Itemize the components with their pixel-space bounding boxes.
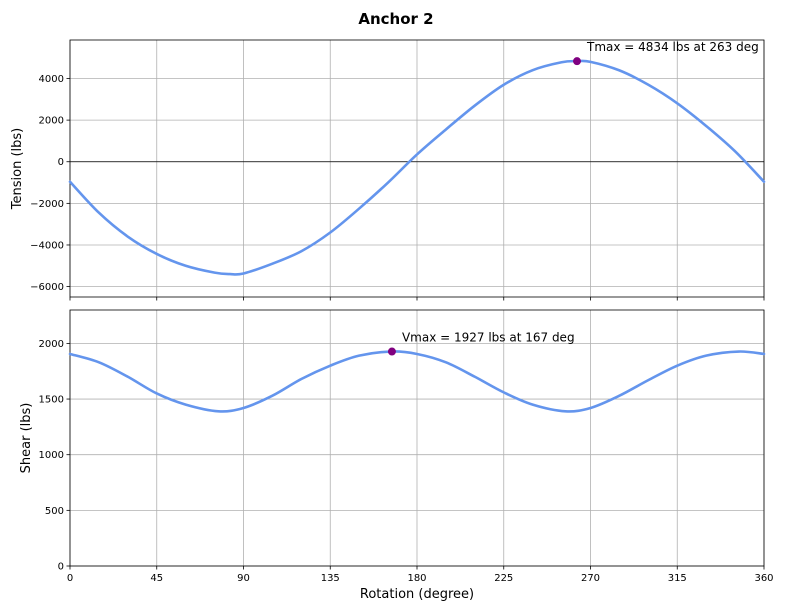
shear-subplot: 0 500 1000 1500 2000 0 45 90 135 180 225 270 315 360 S…	[19, 309, 774, 602]
tension-series-line	[68, 59, 766, 276]
x-tick-label: 45	[150, 573, 163, 584]
x-tick-label: 90	[237, 573, 250, 584]
x-tick-label: 180	[407, 573, 426, 584]
x-tick-label: 0	[67, 573, 73, 584]
y-tick-label: 1500	[39, 395, 64, 406]
y-tick-label: −4000	[30, 240, 64, 251]
y-tick-label: −6000	[30, 282, 64, 293]
chart-title: Anchor 2	[358, 10, 433, 28]
x-axis-label: Rotation (degree)	[360, 587, 474, 602]
y-tick-label: −2000	[30, 199, 64, 210]
y-tick-label: 2000	[39, 116, 64, 127]
shear-max-annotation: Vmax = 1927 lbs at 167 deg	[402, 331, 575, 345]
x-tick-label: 360	[754, 573, 773, 584]
tension-max-annotation: Tmax = 4834 lbs at 263 deg	[586, 40, 759, 54]
y-tick-label: 1000	[39, 450, 64, 461]
x-tick-label: 135	[321, 573, 340, 584]
y-axis-label: Tension (lbs)	[10, 128, 25, 210]
y-tick-label: 0	[58, 157, 64, 168]
x-tick-label: 270	[581, 573, 600, 584]
shear-series-line	[68, 350, 766, 413]
y-tick-label: 4000	[39, 74, 64, 85]
y-tick-label: 500	[45, 506, 64, 517]
tension-max-marker	[573, 57, 582, 66]
shear-max-marker	[387, 347, 396, 356]
tension-subplot: −6000 −4000 −2000 0 2000 4000 Tension (lbs) Tma…	[10, 39, 766, 301]
y-tick-label: 2000	[39, 339, 64, 350]
y-tick-label: 0	[58, 562, 64, 573]
x-tick-label: 315	[668, 573, 687, 584]
x-tick-label: 225	[494, 573, 513, 584]
y-axis-label: Shear (lbs)	[19, 403, 34, 474]
